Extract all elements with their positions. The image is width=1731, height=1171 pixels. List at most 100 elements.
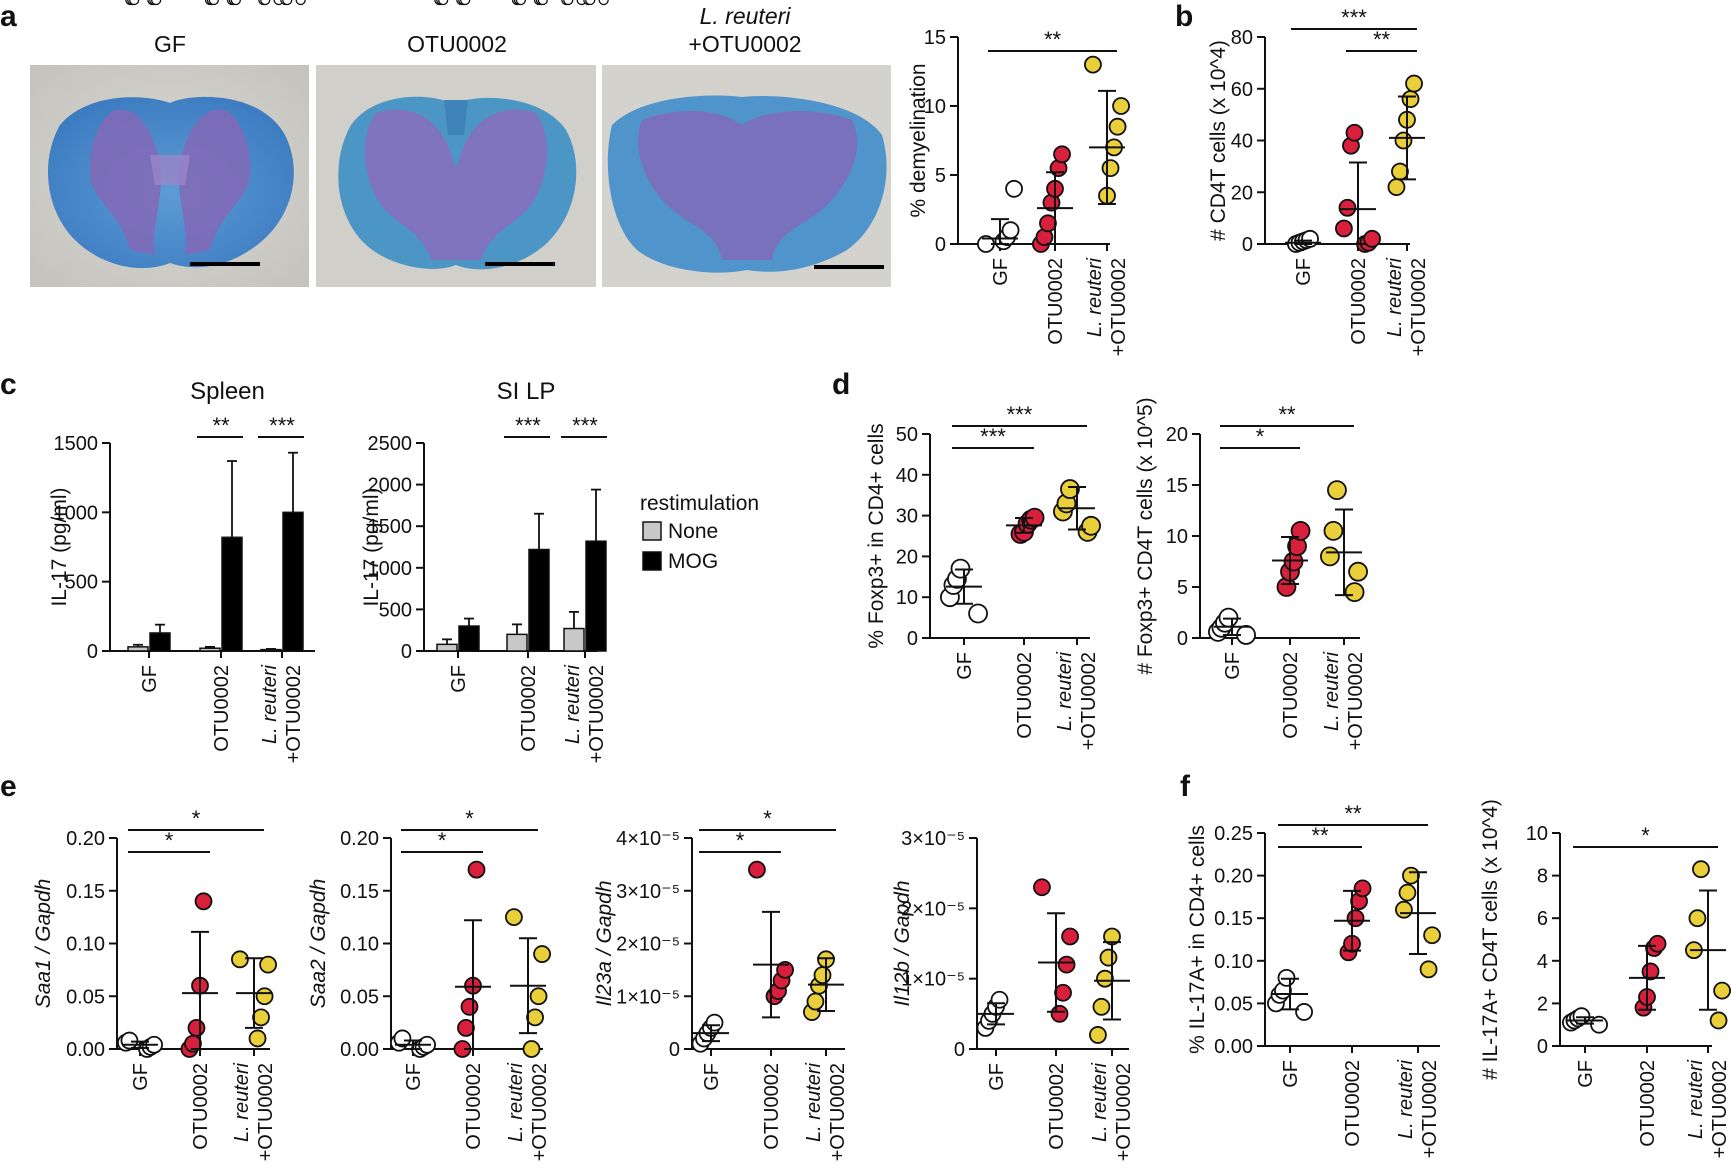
d_foxp3_num-ytick-label: 10: [1166, 526, 1188, 548]
panel-label-d: d: [832, 368, 851, 401]
f_il17a_num-point: [1713, 981, 1731, 1000]
c_silp-xlabel-lreu-species: L. reuteri: [562, 664, 584, 743]
e_il23a-xlabel-lreu-species: L. reuteri: [803, 1062, 825, 1141]
e_saa1-ytick-label: 0.00: [66, 1039, 105, 1061]
f_il17a_num-point: [1572, 1007, 1591, 1026]
f_il17a_pct-xlabel-gf: GF: [1280, 1060, 1302, 1088]
d_foxp3_pct-point: [968, 603, 988, 624]
e_il12b-ytick-label: 0: [954, 1039, 965, 1061]
e_il12b-point: [1050, 1004, 1069, 1023]
c_silp-bar-point: [460, 0, 471, 6]
e_il12b-point: [1092, 997, 1111, 1016]
micrograph-title-otu: OTU0002: [317, 30, 597, 58]
c_spleen-bar-point: [230, 0, 241, 6]
e_saa1-sig-label: *: [192, 806, 201, 831]
e_il23a-ytick-label: 2×10⁻⁵: [616, 934, 680, 956]
c_silp-bar-point: [438, 0, 449, 6]
d_foxp3_num-ytick-label: 0: [1177, 628, 1188, 650]
d_foxp3_num-point: [1344, 582, 1365, 602]
e_il23a-ytick-label: 1×10⁻⁵: [616, 986, 680, 1008]
e_saa2-ytick-label: 0.00: [340, 1039, 379, 1061]
d_foxp3_pct-ytick-label: 20: [896, 546, 918, 568]
legend-label-none: None: [668, 520, 718, 543]
a_demyel-point: [1005, 179, 1023, 198]
e_saa1-sig-label: *: [165, 828, 174, 853]
b_cd4-xlabel-otu: OTU0002: [1348, 258, 1370, 345]
d_foxp3_num-sig-label: **: [1278, 402, 1296, 427]
f_il17a_num-point: [1709, 1011, 1728, 1030]
b_cd4-point: [1405, 74, 1423, 93]
e_il12b-ytick-label: 2×10⁻⁵: [901, 898, 965, 920]
e_saa2-point: [393, 1029, 412, 1048]
e_il23a-ytick-label: 3×10⁻⁵: [616, 881, 680, 903]
c_silp-bar-point: [537, 0, 548, 6]
c_silp-sig-label: ***: [572, 413, 598, 438]
e_saa2-ylabel: Saa2 / Gapdh: [307, 879, 330, 1009]
b_cd4-xlabel-lreu-species: L. reuteri: [1384, 257, 1406, 336]
c_silp-bar-none: [506, 633, 528, 652]
d_foxp3_pct-xlabel-lreu-species: L. reuteri: [1054, 651, 1076, 730]
a_demyel-ytick-label: 10: [924, 96, 946, 118]
c_spleen-sig-label: ***: [269, 413, 295, 438]
e_il23a-point: [705, 1013, 724, 1032]
e_saa2-point: [526, 1008, 544, 1027]
a_demyel-point: [1001, 221, 1020, 240]
c_spleen-bar-mog: [282, 511, 304, 652]
a_demyel-point: [1039, 214, 1057, 233]
d_foxp3_num-xlabel-otu: OTU0002: [1280, 652, 1302, 739]
c_spleen-bar-none: [127, 646, 149, 652]
c_spleen-xlabel-lreu-species: L. reuteri: [259, 664, 281, 743]
d_foxp3_num-ytick-label: 20: [1166, 424, 1188, 446]
a_demyel-xlabel-lreu-species: L. reuteri: [1084, 257, 1106, 336]
b_cd4-sig-label: ***: [1341, 5, 1367, 30]
e_saa1-point: [255, 987, 274, 1006]
c_spleen-bar-point: [282, 0, 293, 6]
c_silp-xlabel-gf: GF: [448, 665, 470, 693]
d_foxp3_pct-sig-label: ***: [1007, 402, 1033, 427]
b_cd4-ytick-label: 20: [1231, 182, 1253, 204]
e_saa2-point: [529, 987, 548, 1006]
a_demyel-point: [1108, 117, 1127, 136]
b_cd4-ylabel: # CD4T cells (x 10^4): [1207, 40, 1230, 241]
a_demyel-xlabel-gf: GF: [990, 258, 1012, 286]
a_demyel-ylabel: % demyelination: [907, 63, 930, 217]
e_saa1-point: [120, 1031, 139, 1050]
e_saa2-xlabel-lreu-combo: +OTU0002: [529, 1063, 551, 1161]
e_saa1-point: [259, 955, 277, 974]
f_il17a_pct-point: [1353, 879, 1372, 898]
legend-swatch-none: [642, 521, 662, 541]
micrograph-title-otu-label: OTU0002: [407, 31, 507, 57]
c_spleen-title: Spleen: [190, 378, 265, 405]
micrograph-otu: [316, 65, 596, 287]
c_silp-xlabel-lreu-combo: +OTU0002: [586, 665, 608, 763]
c_silp-ylabel: IL-17 (pg/ml): [360, 487, 383, 606]
e_il12b-point: [1089, 1026, 1107, 1044]
c_silp-bar-mog: [528, 548, 550, 652]
e_il23a-point: [776, 960, 794, 979]
c_spleen-sig-label: **: [212, 413, 230, 438]
f_il17a_pct-xlabel-otu: OTU0002: [1342, 1060, 1364, 1147]
b_cd4-xlabel-gf: GF: [1293, 258, 1315, 286]
f_il17a_pct-xlabel-lreu-species: L. reuteri: [1395, 1059, 1417, 1138]
e_saa1-ytick-label: 0.10: [66, 934, 105, 956]
d_foxp3_num-point: [1327, 480, 1347, 501]
c_spleen-bar-point: [129, 0, 140, 6]
d_foxp3_num-ylabel: # Foxp3+ CD4T cells (x 10^5): [1134, 397, 1157, 674]
e_il12b-ytick-label: 3×10⁻⁵: [901, 828, 965, 850]
b_cd4-point: [1363, 229, 1381, 248]
d_foxp3_pct-xlabel-lreu-combo: +OTU0002: [1078, 652, 1100, 750]
d_foxp3_num-point: [1218, 607, 1239, 628]
d_foxp3_pct-point: [1081, 515, 1101, 536]
d_foxp3_pct-point: [1060, 479, 1080, 499]
e_saa1-point: [252, 1008, 270, 1027]
c_silp-ytick-label: 1500: [368, 516, 413, 538]
d_foxp3_pct-ytick-label: 0: [907, 628, 918, 650]
e_saa2-ytick-label: 0.10: [340, 934, 379, 956]
b_cd4-ytick-label: 60: [1231, 79, 1253, 101]
d_foxp3_num-ytick-label: 5: [1177, 577, 1188, 599]
f_il17a_pct-xlabel-lreu-combo: +OTU0002: [1419, 1060, 1441, 1158]
f_il17a_num-sig-label: *: [1641, 823, 1650, 848]
e_saa2-xlabel-lreu-species: L. reuteri: [505, 1062, 527, 1141]
e_il23a-point: [806, 992, 825, 1011]
c_silp-bar-point: [585, 0, 596, 6]
